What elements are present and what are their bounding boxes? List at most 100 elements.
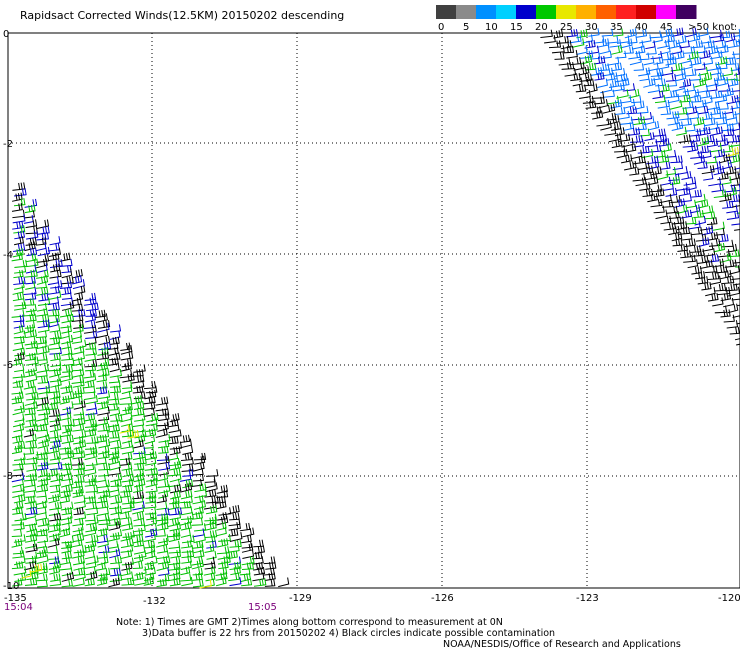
wind-barb [647,193,658,203]
wind-barb [49,409,61,417]
wind-barb [548,40,562,49]
wind-barb [146,511,157,521]
wind-barb [697,255,709,264]
wind-barb [133,549,147,559]
wind-speed-colorbar: 0 5 10 15 20 25 30 35 40 45 >50 knots [436,5,736,33]
wind-barb [157,479,169,488]
wind-barb [167,562,181,571]
wind-barb [700,259,713,269]
wind-barb [132,495,144,504]
wind-barb [96,527,108,538]
colorbar-tick-label: 5 [463,22,469,33]
wind-barb [611,139,623,149]
wind-barb [61,340,72,350]
wind-barb [720,292,732,302]
time-label-end: 15:05 [248,602,277,613]
wind-barb [215,500,227,510]
wind-barb [25,313,37,322]
wind-barb [110,479,122,488]
wind-barb [597,78,609,89]
wind-barb [716,116,728,126]
wind-barb [85,495,97,504]
wind-barb [110,505,123,516]
wind-barb [736,57,740,60]
wind-barb [736,343,740,346]
wind-barb [645,40,656,50]
wind-barb [47,468,59,477]
wind-barb [83,526,97,537]
wind-barb [665,149,677,158]
wind-barb [85,484,99,493]
wind-barb [676,71,687,82]
wind-barb [679,40,690,49]
colorbar-unit-label: >50 knots [688,22,736,33]
wind-barb [61,544,72,554]
y-label-m2: -2 [3,139,13,150]
wind-barb [593,96,605,105]
wind-barb [659,83,670,93]
wind-barb [108,488,120,498]
wind-barb [611,45,623,55]
wind-barb [71,389,83,399]
wind-barb [72,423,85,432]
wind-barb [98,517,111,526]
wind-barb [168,436,179,445]
wind-barb [50,280,63,289]
wind-barb [36,477,49,488]
wind-barb [540,29,553,39]
wind-barb [49,518,61,527]
wind-barb [83,370,95,379]
wind-barb [679,187,691,197]
wind-barb [12,192,23,202]
wind-barb [25,469,37,477]
wind-barb [726,95,739,105]
wind-barb [74,511,87,521]
wind-barb [672,238,683,247]
wind-barb [85,342,97,350]
wind-barb [25,340,39,350]
wind-barb [24,336,36,346]
wind-barb [84,419,98,428]
wind-barb [36,423,48,432]
wind-barb [631,95,642,104]
wind-barb [180,489,193,500]
wind-barb [705,232,719,241]
wind-barb [678,134,691,143]
wind-barb [691,189,702,198]
wind-barb [131,369,144,377]
wind-barb [157,455,170,465]
wind-barb [180,521,192,531]
wind-barb [37,439,50,449]
wind-barb [180,511,194,521]
wind-barb [36,340,47,350]
wind-barb [121,359,132,368]
wind-barb [584,39,596,49]
wind-barb [61,268,73,279]
wind-barb [180,495,193,504]
wind-barb [47,537,60,548]
wind-barb [85,446,98,456]
wind-barb [656,170,669,181]
wind-barb [49,452,61,461]
x-label-120: -120 [718,593,740,604]
wind-barb [59,494,70,504]
wind-barb [71,368,85,378]
wind-barb [108,483,119,493]
wind-barb [24,441,37,449]
wind-barb [14,236,24,246]
wind-barb [157,408,170,417]
wind-barb [726,204,738,214]
wind-barb [684,238,696,248]
wind-barb [687,32,701,43]
wind-barb [71,480,83,489]
wind-barb [611,62,623,72]
wind-barb [596,38,610,48]
wind-barb [122,467,133,478]
wind-barb [621,154,633,164]
wind-barb [133,511,145,522]
wind-barb [611,122,622,131]
credit-line: NOAA/NESDIS/Office of Research and Appli… [443,639,681,650]
wind-barb [86,516,99,526]
wind-barb [615,73,628,83]
wind-barb [681,194,692,203]
